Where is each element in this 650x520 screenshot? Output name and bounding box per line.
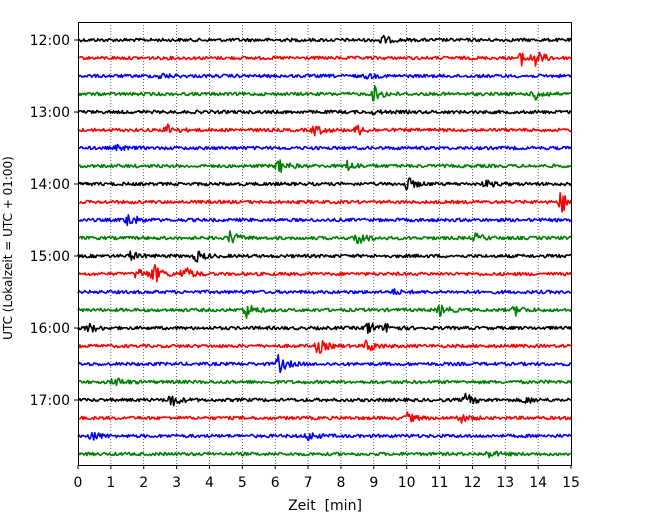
seismogram-trace <box>77 354 572 374</box>
x-tick-label: 4 <box>205 475 214 491</box>
x-tick-label: 15 <box>562 475 580 491</box>
y-axis-label: UTC (Lokalzeit = UTC + 01:00) <box>1 156 15 340</box>
seismogram-trace <box>77 34 572 44</box>
seismogram-trace <box>77 159 572 174</box>
seismogram-trace <box>77 85 572 102</box>
seismogram-trace <box>77 322 572 335</box>
x-tick-label: 5 <box>238 475 247 491</box>
y-tick-label: 12:00 <box>30 33 70 49</box>
plot-frame <box>78 22 572 466</box>
y-tick-label: 15:00 <box>30 249 70 265</box>
x-tick-label: 12 <box>463 475 481 491</box>
y-tick-label: 16:00 <box>30 321 70 337</box>
x-tick-label: 14 <box>529 475 547 491</box>
y-tick-label: 17:00 <box>30 393 70 409</box>
seismogram-trace <box>77 230 572 244</box>
seismogram-trace <box>77 411 572 424</box>
seismogram-trace <box>77 304 572 319</box>
y-tick-label: 14:00 <box>30 177 70 193</box>
seismogram-trace <box>77 143 572 152</box>
x-tick-label: 10 <box>398 475 416 491</box>
x-tick-label: 9 <box>369 475 378 491</box>
grid-lines <box>110 22 539 465</box>
traces <box>77 34 572 459</box>
x-tick-label: 7 <box>304 475 313 491</box>
seismogram-trace <box>77 431 572 442</box>
x-tick-label: 2 <box>139 475 148 491</box>
x-tick-label: 8 <box>336 475 345 491</box>
x-tick-label: 0 <box>74 475 83 491</box>
x-axis-label: Zeit [min] <box>288 498 362 514</box>
seismogram-trace <box>77 264 572 283</box>
x-tick-label: 13 <box>496 475 514 491</box>
x-tick-label: 11 <box>431 475 449 491</box>
seismogram-trace <box>77 123 572 137</box>
x-tick-label: 6 <box>271 475 280 491</box>
seismogram-trace <box>77 192 572 213</box>
y-tick-label: 13:00 <box>30 105 70 121</box>
seismogram-trace <box>77 177 572 191</box>
seismogram-trace <box>77 51 572 67</box>
x-tick-label: 1 <box>106 475 115 491</box>
seismogram-trace <box>77 392 572 407</box>
y-axis: 12:00 13:00 14:00 15:00 16:00 17:00 <box>30 33 78 409</box>
seismogram-trace <box>77 72 572 80</box>
seismogram-trace <box>77 214 572 227</box>
seismogram-trace <box>77 109 572 116</box>
seismogram-trace <box>77 450 572 459</box>
seismogram-trace <box>77 288 572 296</box>
seismogram-trace <box>77 339 572 354</box>
x-tick-label: 3 <box>172 475 181 491</box>
seismogram-trace <box>77 377 572 387</box>
x-axis: 0 1 2 3 4 5 6 7 8 9 10 11 12 13 14 15 <box>74 465 580 491</box>
seismogram-trace <box>77 250 572 263</box>
